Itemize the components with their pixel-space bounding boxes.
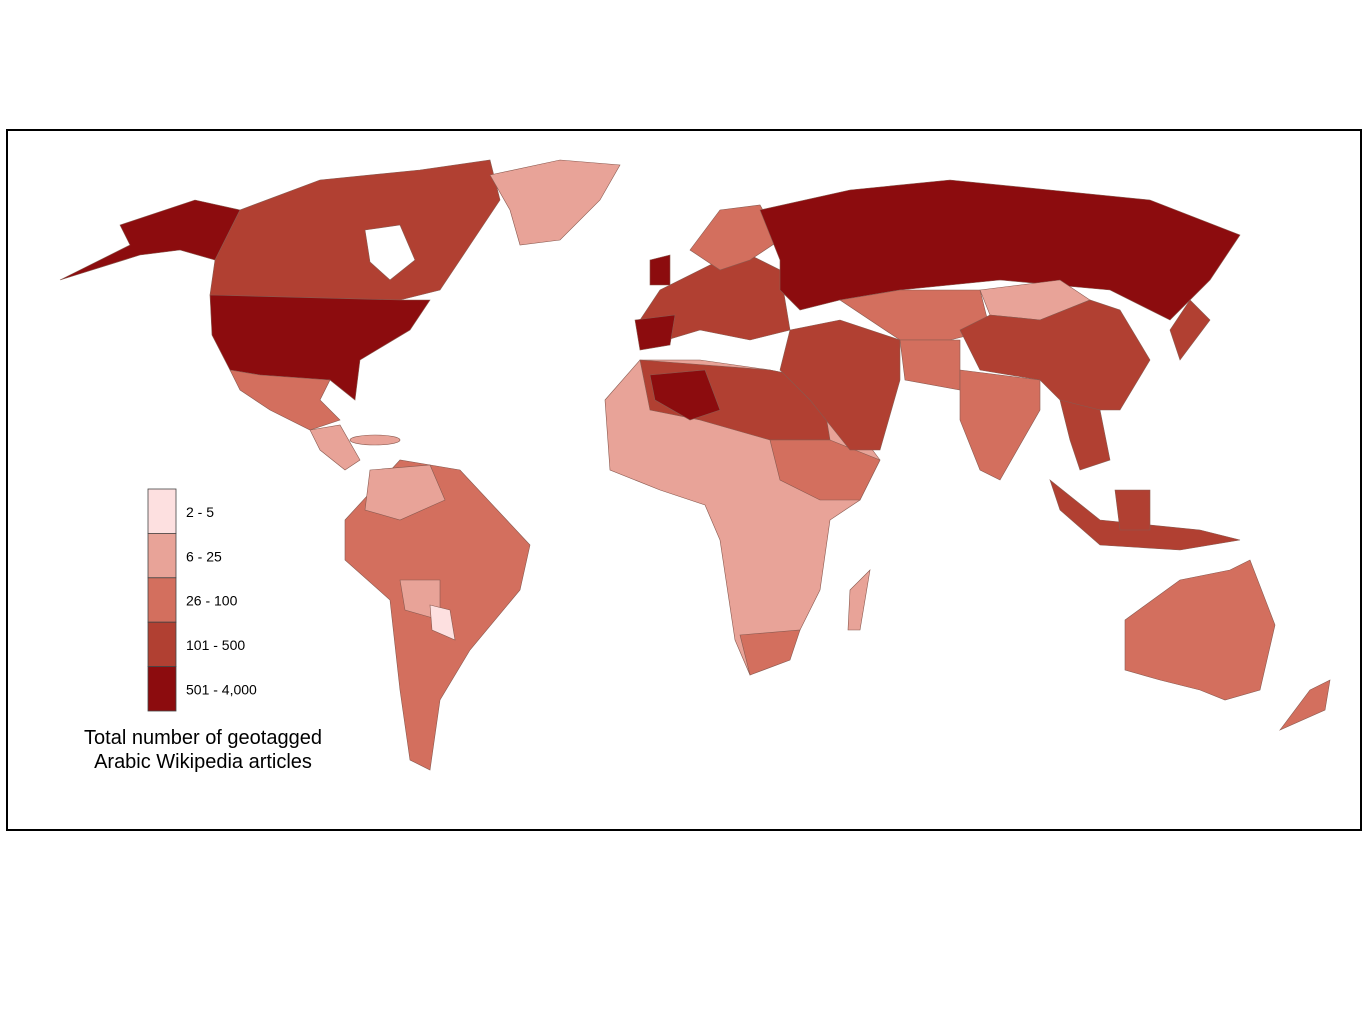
country-shape <box>1124 559 1276 701</box>
country-shape <box>634 314 676 351</box>
country-shape <box>769 439 881 501</box>
legend-label: 2 - 5 <box>186 504 214 520</box>
legend-swatch <box>147 533 177 579</box>
country-shape <box>1059 399 1111 471</box>
legend: 2 - 5 6 - 25 26 - 100 101 - 500 501 - 4,000 <box>147 488 257 712</box>
country-shape <box>959 369 1041 481</box>
country-shape <box>489 159 621 246</box>
legend-label: 6 - 25 <box>186 548 222 564</box>
country-shape <box>364 464 446 521</box>
country-shape <box>209 294 431 401</box>
country-shape <box>779 319 901 451</box>
country-shape <box>349 434 401 446</box>
legend-label: 101 - 500 <box>186 637 245 653</box>
country-shape <box>364 224 416 281</box>
legend-swatch <box>147 577 177 623</box>
legend-title: Arabic Wikipedia articles <box>94 751 312 773</box>
country-shape <box>639 249 791 346</box>
country-shape <box>649 254 671 286</box>
country-shape <box>847 569 871 631</box>
country-shape <box>1279 679 1331 731</box>
legend-label: 26 - 100 <box>186 593 238 609</box>
country-shape <box>739 629 801 676</box>
country-shape <box>59 199 241 281</box>
country-shape <box>1114 489 1151 531</box>
country-shape <box>229 369 341 431</box>
legend-swatch <box>147 488 177 534</box>
country-shape <box>429 604 456 641</box>
legend-swatch <box>147 621 177 668</box>
legend-swatch <box>147 666 177 712</box>
country-shape <box>1169 299 1211 361</box>
legend-title: Total number of geotagged <box>84 727 322 749</box>
world-map <box>59 159 1331 771</box>
country-shape <box>1049 479 1241 551</box>
country-shape <box>959 299 1151 411</box>
country-shape <box>649 369 721 421</box>
country-shape <box>759 179 1241 321</box>
legend-label: 501 - 4,000 <box>186 682 257 698</box>
country-shape <box>309 424 361 471</box>
